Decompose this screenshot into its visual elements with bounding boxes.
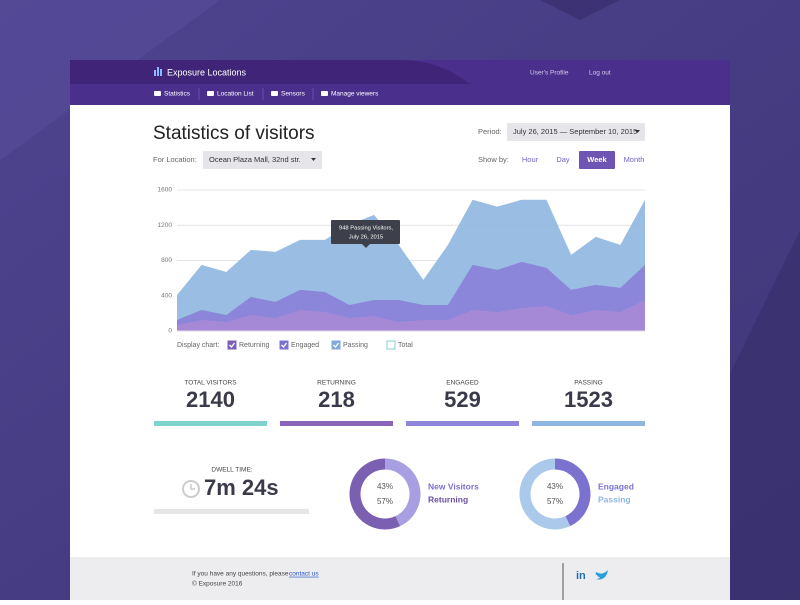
footer xyxy=(70,557,730,600)
showby-label: Show by: xyxy=(478,155,509,164)
donut-name: Passing xyxy=(598,494,631,504)
donut-name: Engaged xyxy=(598,481,634,491)
nav-icon xyxy=(271,91,278,96)
showby-option[interactable]: Month xyxy=(624,155,645,164)
legend-item: Total xyxy=(398,342,413,349)
stat-bar xyxy=(280,421,393,426)
showby-option[interactable]: Week xyxy=(587,155,607,164)
donut-label: 57% xyxy=(547,497,563,506)
user-link[interactable]: User's Profile xyxy=(530,70,569,77)
dwell-label: DWELL TIME: xyxy=(211,467,252,474)
dwell-bar xyxy=(154,509,309,514)
contact-link[interactable]: contact us xyxy=(289,571,319,578)
dwell-value: 7m 24s xyxy=(204,475,279,500)
legend-item: Engaged xyxy=(291,342,319,349)
donut-name: New Visitors xyxy=(428,481,479,491)
nav-icon xyxy=(207,91,214,96)
stat-label: TOTAL VISITORS xyxy=(184,380,237,387)
y-tick-label: 0 xyxy=(168,328,172,335)
donut-label: 57% xyxy=(377,497,393,506)
page-title: Statistics of visitors xyxy=(153,123,315,144)
location-value: Ocean Plaza Mall, 32nd str. xyxy=(209,155,301,164)
user-link[interactable]: Log out xyxy=(589,70,611,77)
brand: Exposure Locations xyxy=(167,67,247,77)
nav-icon xyxy=(321,91,328,96)
y-tick-label: 400 xyxy=(161,292,172,299)
tooltip xyxy=(331,220,400,244)
donut-name: Returning xyxy=(428,494,468,504)
check xyxy=(281,342,288,348)
header-shape xyxy=(70,60,470,84)
stat-label: PASSING xyxy=(574,380,602,387)
donut-segment xyxy=(384,458,421,527)
donut-segment xyxy=(349,458,401,530)
showby-selected xyxy=(579,151,615,169)
brand-icon xyxy=(154,67,162,76)
stat-bar xyxy=(532,421,645,426)
stat-value: 1523 xyxy=(564,387,613,412)
nav-item[interactable]: Statistics xyxy=(164,91,191,98)
stat-value: 2140 xyxy=(186,387,235,412)
stat-value: 218 xyxy=(318,387,355,412)
stat-bar xyxy=(154,421,267,426)
stat-label: ENGAGED xyxy=(446,380,479,387)
tooltip-text: 948 Passing Visitors, xyxy=(339,226,393,232)
bg-shape xyxy=(540,0,620,20)
tooltip-arrow xyxy=(362,244,370,248)
nav-item[interactable]: Sensors xyxy=(281,91,306,98)
location-dropdown[interactable] xyxy=(203,151,322,169)
nav-item[interactable]: Location List xyxy=(217,91,254,98)
check xyxy=(333,342,340,348)
area xyxy=(177,299,645,331)
legend-checkbox[interactable] xyxy=(331,340,341,350)
nav-item[interactable]: Manage viewers xyxy=(331,91,379,98)
caret xyxy=(311,158,316,161)
twitter-icon[interactable] xyxy=(595,570,608,580)
legend-checkbox[interactable] xyxy=(227,340,237,350)
donut-segment xyxy=(519,458,571,530)
tooltip-text: July 26, 2015 xyxy=(349,235,383,241)
stat-bar xyxy=(406,421,519,426)
showby-option[interactable]: Hour xyxy=(522,155,539,164)
legend-checkbox[interactable] xyxy=(386,340,396,350)
copyright: © Exposure 2016 xyxy=(192,580,243,588)
y-tick-label: 800 xyxy=(161,257,172,264)
legend-item: Returning xyxy=(239,342,269,349)
period-dropdown[interactable] xyxy=(507,123,645,141)
y-tick-label: 1600 xyxy=(158,187,173,194)
period-label: Period: xyxy=(478,127,502,136)
footer-text: If you have any questions, please xyxy=(192,571,289,578)
legend-checkbox[interactable] xyxy=(279,340,289,350)
showby-option[interactable]: Day xyxy=(556,155,570,164)
legend-label: Display chart: xyxy=(177,342,219,349)
period-value: July 26, 2015 — September 10, 2015 xyxy=(513,127,637,136)
stat-value: 529 xyxy=(444,387,481,412)
legend-item: Passing xyxy=(343,342,368,349)
clock-icon xyxy=(182,480,200,498)
caret xyxy=(635,130,640,133)
location-label: For Location: xyxy=(153,155,197,164)
donut-label: 43% xyxy=(547,482,563,491)
linkedin-icon[interactable]: in xyxy=(576,570,586,582)
nav-icon xyxy=(154,91,161,96)
stat-label: RETURNING xyxy=(317,380,356,387)
check xyxy=(229,342,236,348)
donut-label: 43% xyxy=(377,482,393,491)
y-tick-label: 1200 xyxy=(158,222,173,229)
donut-segment xyxy=(554,458,591,527)
